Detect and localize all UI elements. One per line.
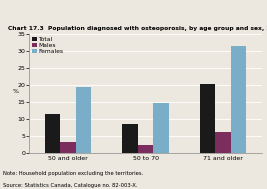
Bar [153, 103, 169, 153]
Bar [45, 114, 60, 153]
Bar [76, 88, 91, 153]
Bar [231, 46, 246, 153]
Bar [60, 142, 76, 153]
Bar [122, 124, 138, 153]
Bar [138, 145, 153, 153]
Bar [200, 84, 215, 153]
Bar [215, 132, 231, 153]
Text: Chart 17.3  Population diagnosed with osteoporosis, by age group and sex, 2009: Chart 17.3 Population diagnosed with ost… [9, 26, 267, 31]
Legend: Total, Males, Females: Total, Males, Females [32, 37, 63, 54]
Text: Note: Household population excluding the territories.: Note: Household population excluding the… [3, 171, 143, 176]
Y-axis label: %: % [13, 89, 19, 94]
Text: Source: Statistics Canada, Catalogue no. 82-003-X.: Source: Statistics Canada, Catalogue no.… [3, 183, 137, 188]
